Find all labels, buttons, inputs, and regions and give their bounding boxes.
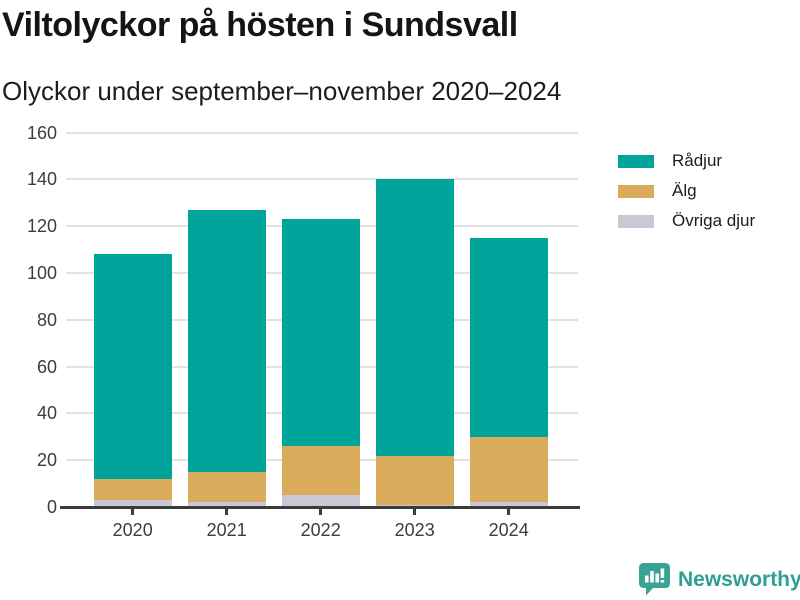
- y-axis-tick-label: 140: [26, 169, 57, 190]
- bar-segment-2022-0: [281, 219, 360, 447]
- x-axis-line: [60, 505, 580, 509]
- brand-name: Newsworthy: [678, 567, 800, 591]
- bar-segment-2021-2: [187, 502, 266, 507]
- y-axis-tick-label: 160: [26, 122, 57, 143]
- chart-subtitle: Olyckor under september–november 2020–20…: [2, 76, 562, 106]
- x-axis-tick-label: 2023: [394, 520, 435, 540]
- bar-segment-2024-2: [469, 502, 548, 507]
- y-gridline-140: [66, 178, 578, 181]
- legend-item-alg: Älg: [618, 176, 755, 206]
- x-axis-tick: [413, 509, 417, 515]
- chart-title: Viltolyckor på hösten i Sundsvall: [2, 6, 518, 44]
- bar-segment-2022-1: [281, 446, 360, 496]
- y-gridline-160: [66, 131, 578, 134]
- legend-label-ovriga-djur: Övriga djur: [672, 211, 756, 230]
- legend-label-alg: Älg: [672, 181, 697, 200]
- legend-item-ovriga-djur: Övriga djur: [618, 206, 755, 236]
- y-axis-tick-label: 100: [26, 263, 57, 283]
- y-axis-tick-label: 0: [46, 497, 57, 517]
- x-axis-tick: [131, 509, 135, 515]
- x-axis-tick-label: 2020: [112, 520, 153, 540]
- y-axis-tick-label: 20: [36, 450, 57, 471]
- legend-label-radjur: Rådjur: [672, 151, 723, 170]
- x-axis-tick-label: 2024: [488, 520, 529, 540]
- bar-segment-2020-1: [93, 478, 172, 500]
- x-axis-tick-label: 2021: [206, 520, 247, 540]
- x-axis-tick: [319, 509, 323, 515]
- legend: Rådjur Älg Övriga djur: [618, 146, 755, 236]
- y-axis-tick-label: 60: [36, 356, 57, 377]
- bar-segment-2022-2: [281, 495, 360, 507]
- bar-segment-2023-1: [375, 455, 454, 505]
- newsworthy-logo-icon: [639, 563, 670, 596]
- x-axis-tick: [507, 509, 511, 515]
- footer-brand: Newsworthy: [638, 562, 800, 597]
- legend-swatch-ovriga-djur: [618, 214, 654, 228]
- legend-item-radjur: Rådjur: [618, 146, 755, 176]
- bar-segment-2020-0: [93, 254, 172, 479]
- y-axis-tick-label: 120: [26, 216, 57, 237]
- x-axis-tick: [225, 509, 229, 515]
- y-axis-tick-label: 80: [36, 309, 57, 330]
- bar-segment-2024-0: [469, 237, 548, 437]
- legend-swatch-radjur: [618, 154, 654, 168]
- bar-segment-2020-2: [93, 499, 172, 507]
- bar-segment-2021-0: [187, 209, 266, 472]
- bar-segment-2023-0: [375, 179, 454, 456]
- x-axis-tick-label: 2022: [300, 520, 341, 540]
- y-axis-tick-label: 40: [36, 403, 57, 424]
- legend-swatch-alg: [618, 184, 654, 198]
- bar-segment-2024-1: [469, 436, 548, 503]
- bar-segment-2021-1: [187, 471, 266, 503]
